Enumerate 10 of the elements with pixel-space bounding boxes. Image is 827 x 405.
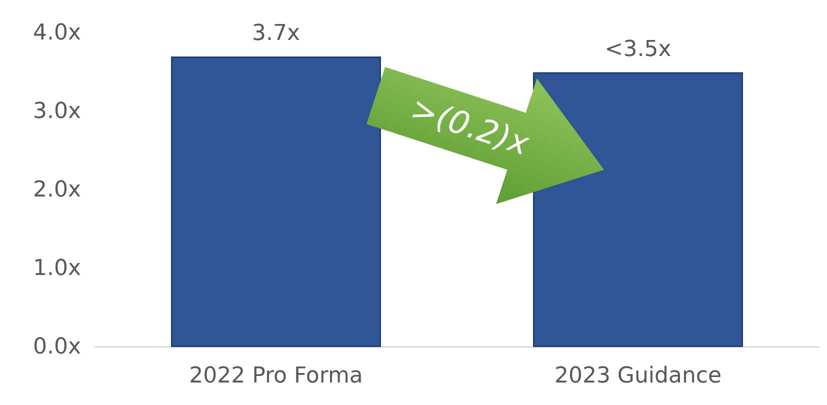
y-tick-label: 3.0x (32, 99, 81, 124)
data-label: 3.7x (252, 21, 300, 46)
y-tick-label: 1.0x (32, 256, 81, 281)
x-tick-label: 2022 Pro Forma (189, 364, 363, 388)
y-tick-label: 4.0x (32, 20, 81, 46)
x-tick-label: 2023 Guidance (554, 364, 722, 388)
annotation: >(0.2)x (406, 89, 534, 163)
y-tick-label: 2.0x (32, 178, 81, 202)
y-tick-label: 0.0x (32, 334, 81, 360)
data-label: <3.5x (604, 36, 672, 62)
